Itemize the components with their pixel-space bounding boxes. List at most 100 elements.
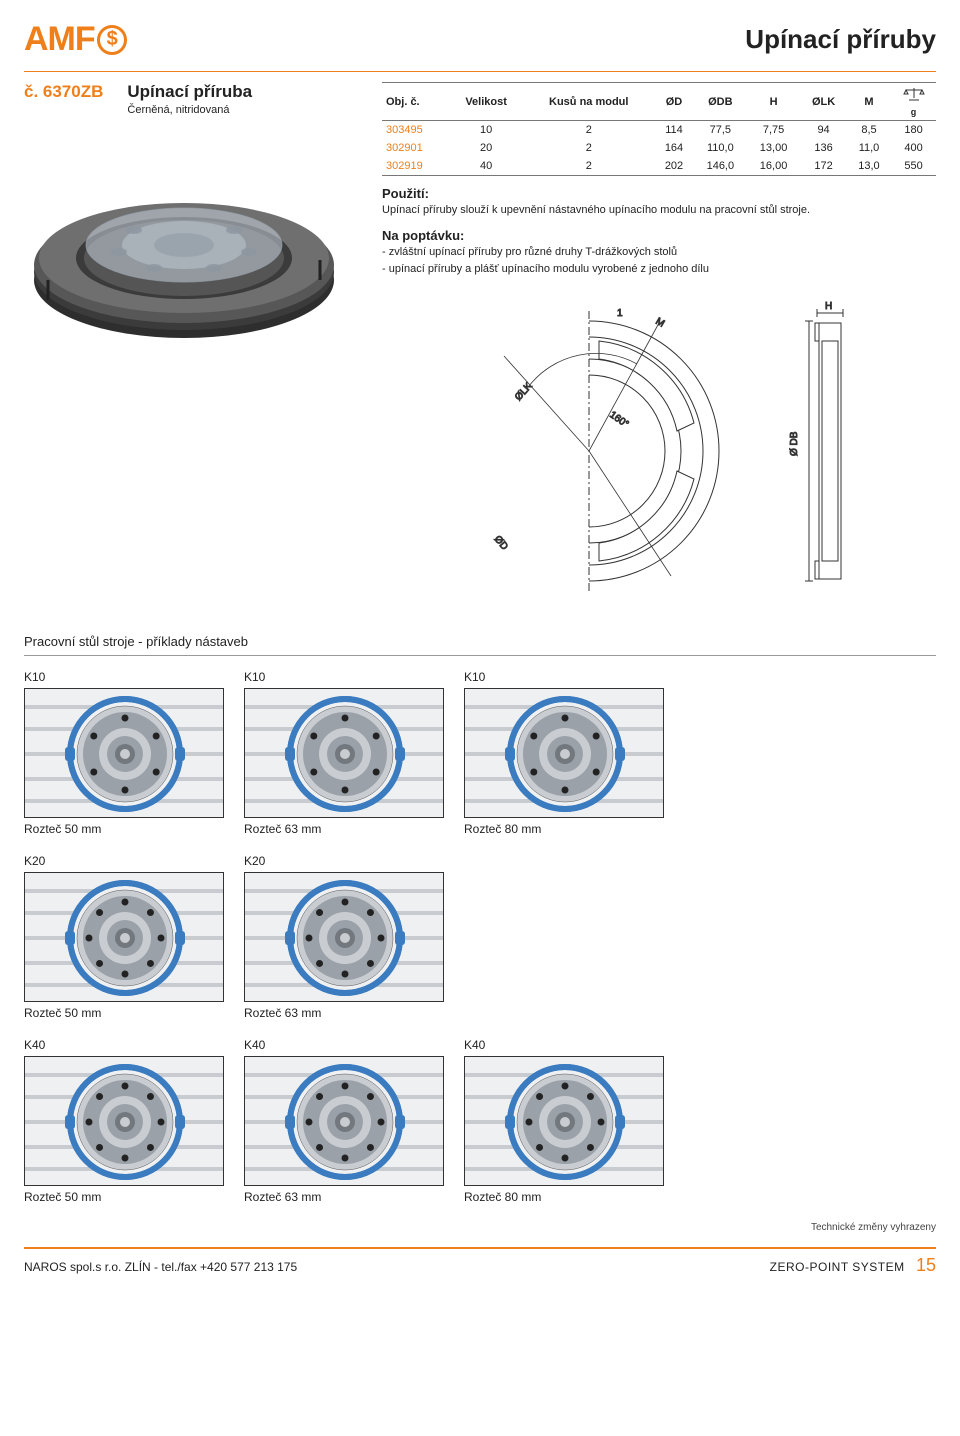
table-cell: 164	[654, 139, 693, 157]
table-cell: 110,0	[694, 139, 747, 157]
brand-logo-text: AMF	[24, 20, 95, 59]
example-top-label: K10	[464, 670, 664, 684]
example-top-label: K10	[24, 670, 224, 684]
example-top-label: K10	[244, 670, 444, 684]
table-cell: 2	[523, 139, 654, 157]
example-item: K20 Rozteč 50 mm	[24, 854, 224, 1020]
example-illustration	[24, 1056, 224, 1186]
table-cell: 7,75	[747, 121, 800, 140]
table-cell: 20	[449, 139, 523, 157]
footer-note: Technické změny vyhrazeny	[24, 1222, 936, 1233]
footer-system-label: ZERO-POINT SYSTEM	[770, 1260, 905, 1274]
drawing-h: H	[825, 301, 832, 312]
table-header: ØD	[654, 83, 693, 121]
table-header: ØDB	[694, 83, 747, 121]
example-top-label: K20	[24, 854, 224, 868]
example-bottom-label: Rozteč 80 mm	[464, 1190, 664, 1204]
table-header: H	[747, 83, 800, 121]
drawing-odb: Ø DB	[789, 431, 800, 456]
table-cell: 13,00	[747, 139, 800, 157]
table-header: Velikost	[449, 83, 523, 121]
table-cell: 180	[891, 121, 936, 140]
example-item: K10 Rozteč 63 mm	[244, 670, 444, 836]
table-cell: 2	[523, 121, 654, 140]
order-number: 302901	[382, 139, 449, 157]
product-subtitle: Černěná, nitridovaná	[127, 104, 252, 116]
header-divider	[24, 71, 936, 72]
table-cell: 172	[800, 157, 847, 176]
drawing-m: M	[654, 316, 667, 330]
example-bottom-label: Rozteč 50 mm	[24, 1006, 224, 1020]
example-bottom-label: Rozteč 63 mm	[244, 1190, 444, 1204]
example-bottom-label: Rozteč 63 mm	[244, 1006, 444, 1020]
page-number: 15	[916, 1255, 936, 1275]
usage-text: Upínací příruby slouží k upevnění nástav…	[382, 203, 936, 218]
example-item: K10 Rozteč 80 mm	[464, 670, 664, 836]
table-cell: 10	[449, 121, 523, 140]
example-top-label: K40	[24, 1038, 224, 1052]
example-bottom-label: Rozteč 50 mm	[24, 1190, 224, 1204]
example-item: K20 Rozteč 63 mm	[244, 854, 444, 1020]
table-cell: 13,0	[847, 157, 891, 176]
example-illustration	[24, 872, 224, 1002]
page-title: Upínací příruby	[745, 24, 936, 55]
product-name: Upínací příruba	[127, 82, 252, 102]
order-number: 302919	[382, 157, 449, 176]
table-header: M	[847, 83, 891, 121]
table-cell: 146,0	[694, 157, 747, 176]
on-request-item: - upínací příruby a plášť upínacího modu…	[382, 262, 936, 277]
example-illustration	[24, 688, 224, 818]
table-header: Kusů na modul	[523, 83, 654, 121]
table-cell: 11,0	[847, 139, 891, 157]
part-number: č. 6370ZB	[24, 82, 103, 116]
table-row: 302919402202146,016,0017213,0550	[382, 157, 936, 176]
technical-drawing: 160° ØLK ØD 1 M Ø DB	[382, 301, 936, 604]
footer-divider	[24, 1247, 936, 1249]
table-cell: 136	[800, 139, 847, 157]
table-header: Obj. č.	[382, 83, 449, 121]
example-top-label: K20	[244, 854, 444, 868]
table-header: ØLK	[800, 83, 847, 121]
example-illustration	[464, 688, 664, 818]
example-item: K40 Rozteč 80 mm	[464, 1038, 664, 1204]
product-photo	[24, 130, 344, 360]
examples-divider	[24, 655, 936, 656]
brand-logo: AMF $	[24, 20, 127, 59]
example-top-label: K40	[464, 1038, 664, 1052]
table-cell: 202	[654, 157, 693, 176]
usage-heading: Použití:	[382, 186, 936, 201]
table-cell: 8,5	[847, 121, 891, 140]
table-cell: 16,00	[747, 157, 800, 176]
example-bottom-label: Rozteč 50 mm	[24, 822, 224, 836]
table-cell: 550	[891, 157, 936, 176]
drawing-olk: ØLK	[513, 380, 535, 402]
drawing-od: ØD	[492, 533, 510, 552]
table-row: 30349510211477,57,75948,5180	[382, 121, 936, 140]
brand-logo-icon: $	[97, 25, 127, 55]
table-cell: 2	[523, 157, 654, 176]
example-bottom-label: Rozteč 80 mm	[464, 822, 664, 836]
on-request-item: - zvláštní upínací příruby pro různé dru…	[382, 245, 936, 260]
on-request-heading: Na poptávku:	[382, 228, 936, 243]
table-cell: 114	[654, 121, 693, 140]
examples-heading: Pracovní stůl stroje - příklady nástaveb	[24, 634, 936, 649]
drawing-angle: 160°	[607, 409, 630, 430]
example-item: K10 Rozteč 50 mm	[24, 670, 224, 836]
example-illustration	[244, 872, 444, 1002]
example-item: K40 Rozteč 63 mm	[244, 1038, 444, 1204]
example-illustration	[244, 1056, 444, 1186]
order-number: 303495	[382, 121, 449, 140]
example-illustration	[464, 1056, 664, 1186]
example-top-label: K40	[244, 1038, 444, 1052]
spec-table: Obj. č.VelikostKusů na modulØDØDBHØLKMg …	[382, 82, 936, 176]
example-illustration	[244, 688, 444, 818]
table-cell: 400	[891, 139, 936, 157]
table-header: g	[891, 83, 936, 121]
example-bottom-label: Rozteč 63 mm	[244, 822, 444, 836]
drawing-one: 1	[617, 308, 623, 319]
table-cell: 40	[449, 157, 523, 176]
table-cell: 77,5	[694, 121, 747, 140]
footer-left: NAROS spol.s r.o. ZLÍN - tel./fax +420 5…	[24, 1260, 297, 1274]
table-cell: 94	[800, 121, 847, 140]
example-item: K40 Rozteč 50 mm	[24, 1038, 224, 1204]
